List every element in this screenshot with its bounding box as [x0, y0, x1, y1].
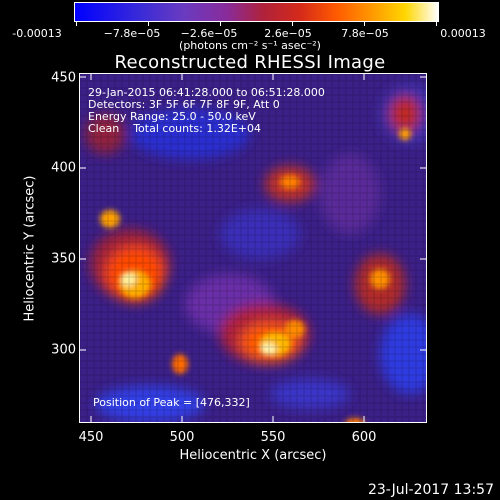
colorbar-tick-label: 0.00013: [440, 27, 486, 40]
x-tick-label: 600: [351, 430, 377, 445]
annotation-time: 29-Jan-2015 06:41:28.000 to 06:51:28.000: [88, 86, 325, 99]
footer-timestamp: 23-Jul-2017 13:57: [367, 482, 494, 498]
x-axis-label: Heliocentric X (arcsec): [179, 448, 327, 463]
image-plot: 29-Jan-2015 06:41:28.000 to 06:51:28.000…: [79, 73, 427, 423]
y-tick-label: 450: [51, 70, 76, 86]
y-tick-label: 350: [51, 251, 76, 267]
annotation-peak: Position of Peak = [476,332]: [93, 396, 250, 409]
colorbar-tick-label: 7.8e−05: [341, 27, 389, 40]
colorbar-tick-label: -0.00013: [12, 27, 62, 40]
annotation-clean: Clean Total counts: 1.32E+04: [88, 122, 262, 135]
x-tick-label: 450: [78, 430, 104, 445]
colorbar-units: (photons cm⁻² s⁻¹ asec⁻²): [179, 39, 321, 52]
annotation-energy: Energy Range: 25.0 - 50.0 keV: [88, 110, 256, 123]
x-tick-label: 550: [260, 430, 286, 445]
y-axis-label: Heliocentric Y (arcsec): [22, 175, 38, 322]
x-tick-label: 500: [169, 430, 195, 445]
colorbar-tick-label: −7.8e−05: [103, 27, 161, 40]
colorbar: [74, 2, 439, 22]
image-title: Reconstructed RHESSI Image: [114, 52, 386, 73]
annotation-detectors: Detectors: 3F 5F 6F 7F 8F 9F, Att 0: [88, 98, 280, 111]
heatmap-image: [80, 74, 426, 422]
y-tick-label: 300: [51, 342, 76, 358]
colorbar-tick-label: −2.6e−05: [180, 27, 238, 40]
y-tick-label: 400: [51, 160, 76, 176]
colorbar-tick-label: 2.6e−05: [264, 27, 312, 40]
